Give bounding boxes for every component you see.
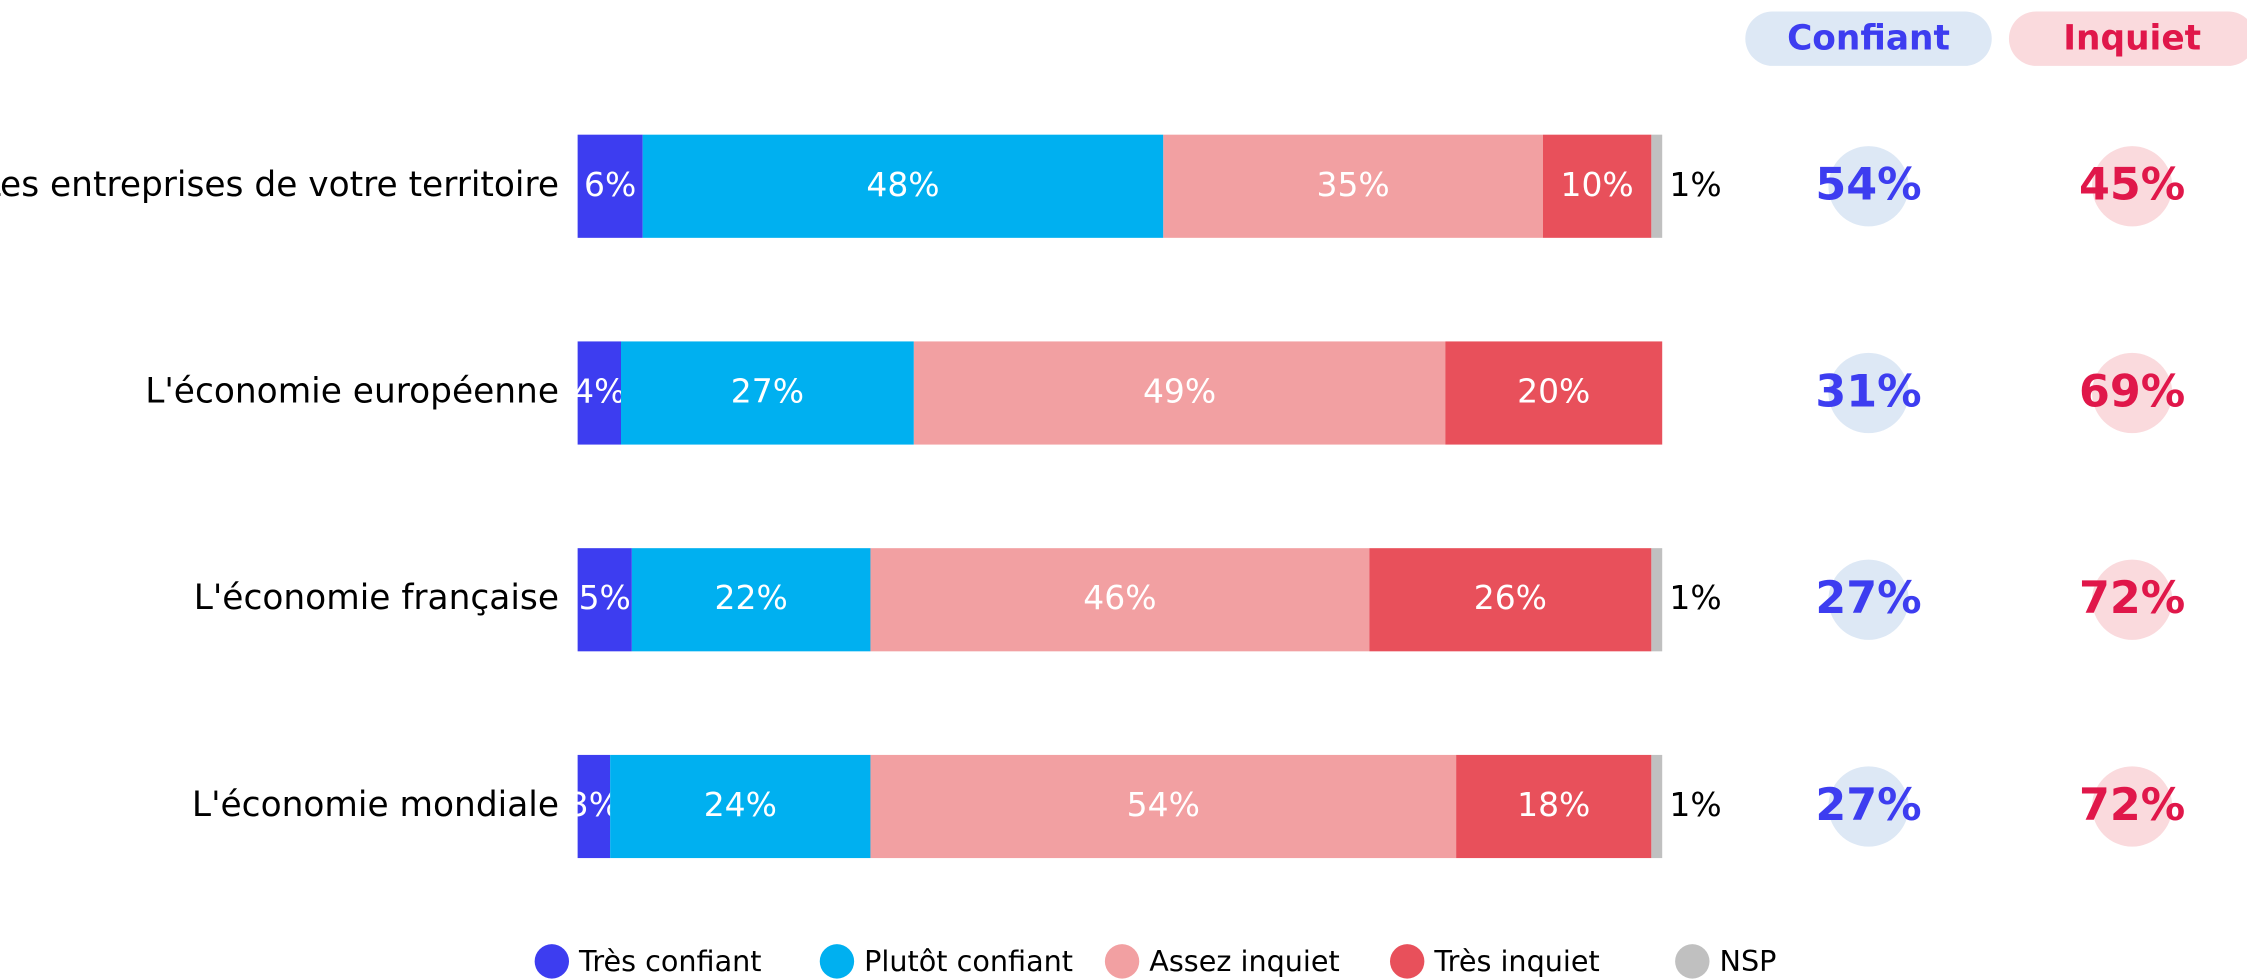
category-label: L'économie européenne bbox=[145, 372, 559, 412]
summary-badge bbox=[1828, 559, 1909, 640]
summary-value: 45% bbox=[2079, 160, 2185, 211]
value-label: 1% bbox=[1669, 578, 1721, 617]
value-label: 49% bbox=[1143, 372, 1216, 411]
value-label: 10% bbox=[1561, 165, 1634, 204]
value-label: 26% bbox=[1474, 578, 1547, 617]
category-label: L'économie française bbox=[194, 578, 559, 618]
summary-badge bbox=[2092, 559, 2173, 640]
legend-swatch bbox=[819, 944, 855, 979]
category-label: Les entreprises de votre territoire bbox=[0, 165, 559, 205]
bar-segment bbox=[1542, 134, 1652, 238]
legend-label: NSP bbox=[1720, 944, 1777, 978]
bar-segment bbox=[870, 548, 1370, 652]
value-label: 1% bbox=[1669, 785, 1721, 824]
value-label: 54% bbox=[1127, 785, 1200, 824]
legend-swatch bbox=[534, 944, 570, 979]
bar-segment bbox=[1651, 548, 1663, 652]
bar-segment bbox=[610, 754, 871, 859]
legend-label: Assez inquiet bbox=[1149, 944, 1339, 978]
summary-value: 27% bbox=[1815, 573, 1921, 624]
bar-segment bbox=[577, 754, 611, 859]
bar-segment bbox=[1369, 548, 1652, 652]
value-label: 24% bbox=[704, 785, 777, 824]
legend-swatch bbox=[1675, 944, 1710, 979]
summary-value: 72% bbox=[2079, 573, 2185, 624]
summary-value: 27% bbox=[1815, 780, 1921, 831]
bar-segment bbox=[913, 341, 1446, 445]
bar-segment bbox=[1651, 134, 1663, 238]
bar-segment bbox=[1163, 134, 1543, 238]
bar-segment bbox=[631, 548, 871, 652]
value-label: 4% bbox=[573, 372, 625, 411]
legend-label: Très confiant bbox=[578, 944, 761, 978]
summary-badge bbox=[2092, 352, 2173, 434]
value-label: 48% bbox=[866, 165, 939, 204]
legend-swatch bbox=[1389, 944, 1425, 979]
summary-badge bbox=[2092, 146, 2173, 227]
bar-segment bbox=[1651, 754, 1663, 859]
value-label: 1% bbox=[1669, 165, 1721, 204]
summary-badge bbox=[1828, 766, 1909, 847]
value-label: 6% bbox=[584, 165, 636, 204]
summary-value: 72% bbox=[2079, 780, 2185, 831]
summary-header: Confiant bbox=[1787, 19, 1950, 59]
bar-segment bbox=[1456, 754, 1652, 859]
value-label: 27% bbox=[731, 372, 804, 411]
bar-segment bbox=[577, 548, 632, 652]
bar-segment bbox=[577, 134, 643, 238]
bar-segment bbox=[870, 754, 1457, 859]
category-label: L'économie mondiale bbox=[192, 785, 559, 825]
summary-badge bbox=[1828, 352, 1909, 434]
bar-segment bbox=[642, 134, 1164, 238]
bar-segment bbox=[621, 341, 914, 445]
summary-badge bbox=[2092, 766, 2173, 847]
summary-header: Inquiet bbox=[2063, 19, 2201, 59]
value-label: 22% bbox=[715, 578, 788, 617]
legend-swatch bbox=[1104, 944, 1140, 979]
bar-segment bbox=[1445, 341, 1663, 445]
value-label: 18% bbox=[1517, 785, 1590, 824]
value-label: 20% bbox=[1517, 372, 1590, 411]
summary-header-pill bbox=[1745, 11, 1992, 66]
value-label: 5% bbox=[579, 578, 631, 617]
value-label: 35% bbox=[1316, 165, 1389, 204]
summary-value: 54% bbox=[1815, 160, 1921, 211]
bar-segment bbox=[577, 341, 622, 445]
legend-label: Très inquiet bbox=[1433, 944, 1599, 978]
value-label: 46% bbox=[1083, 578, 1156, 617]
summary-header-pill bbox=[2008, 11, 2247, 66]
summary-value: 31% bbox=[1815, 366, 1921, 417]
summary-badge bbox=[1828, 146, 1909, 227]
summary-value: 69% bbox=[2079, 366, 2185, 417]
legend-label: Plutôt confiant bbox=[864, 944, 1073, 978]
